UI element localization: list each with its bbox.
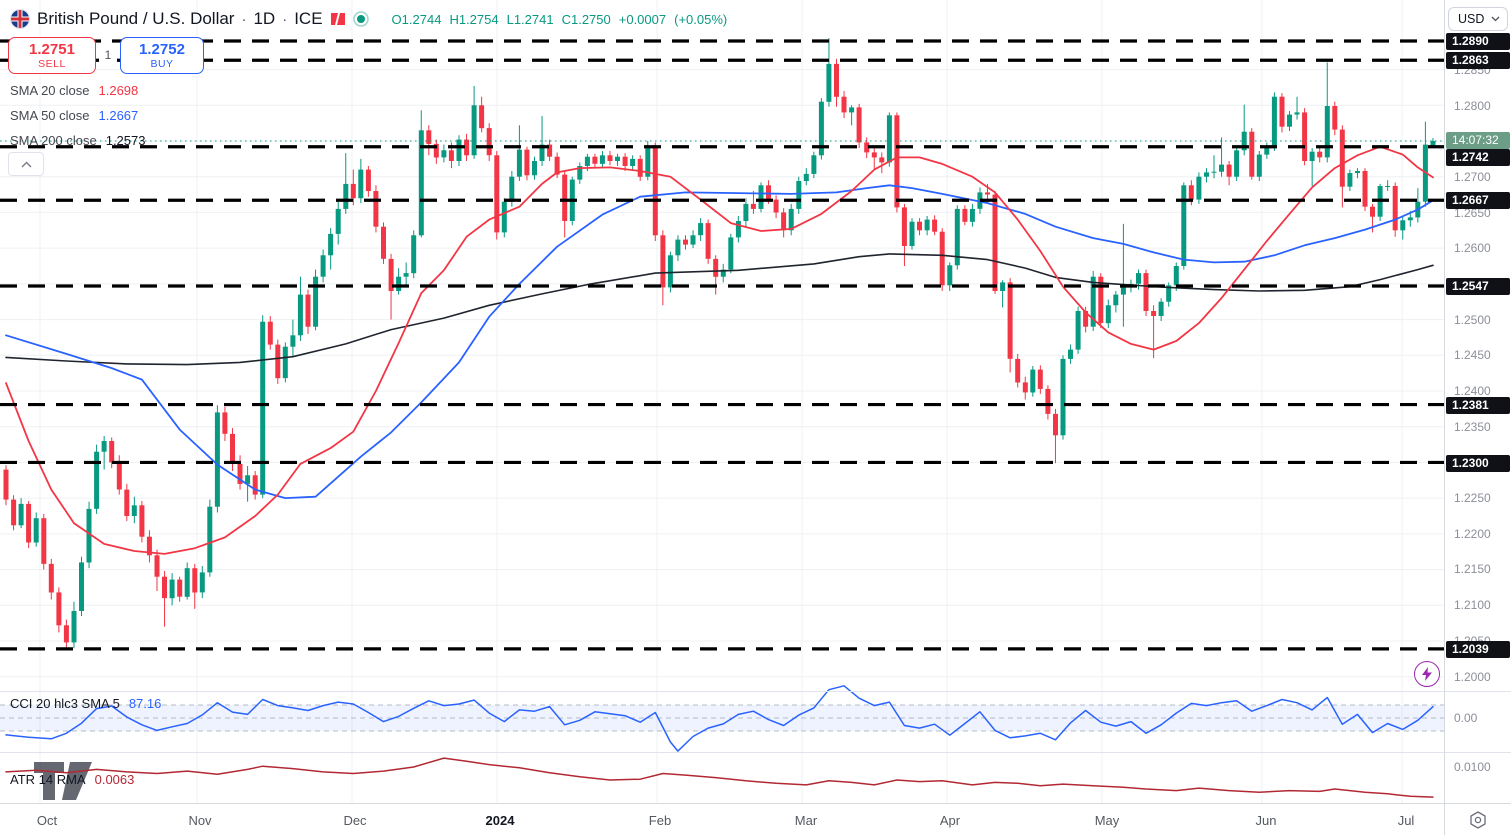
chevron-down-icon <box>1491 16 1500 22</box>
sell-price: 1.2751 <box>29 41 75 58</box>
market-open-status-icon <box>352 11 369 27</box>
chevron-up-icon <box>21 161 31 167</box>
buy-button[interactable]: 1.2752 BUY <box>120 37 204 74</box>
currency-selector[interactable]: USD <box>1448 7 1508 31</box>
main-chart-svg[interactable] <box>0 0 1444 803</box>
indicator-row-sma20[interactable]: SMA 20 close 1.2698 <box>10 82 139 98</box>
time-axis-label: May <box>1094 813 1120 828</box>
exchange-label: ICE <box>294 9 323 28</box>
price-level-label[interactable]: 1.2039 <box>1446 641 1510 658</box>
price-tick-label: 1.2350 <box>1454 420 1491 434</box>
buy-price: 1.2752 <box>139 41 185 58</box>
price-level-label[interactable]: 1.2667 <box>1446 192 1510 209</box>
scales-settings-icon <box>1470 810 1486 829</box>
time-axis-label: Jun <box>1255 813 1277 828</box>
cci-value: 87.16 <box>128 695 162 711</box>
sma200-value: 1.2573 <box>105 132 146 148</box>
chart-area[interactable]: British Pound / U.S. Dollar · 1D · ICE O… <box>0 0 1444 803</box>
price-level-label[interactable]: 1.2890 <box>1446 33 1510 50</box>
price-tick-label: 1.2450 <box>1454 348 1491 362</box>
price-level-label[interactable]: 1.2742 <box>1446 149 1510 166</box>
symbol-title[interactable]: British Pound / U.S. Dollar <box>37 9 235 28</box>
low-value: 1.2741 <box>513 11 554 27</box>
price-tick-label: 1.2200 <box>1454 527 1491 541</box>
price-tick-label: 1.2500 <box>1454 313 1491 327</box>
time-axis-label: Apr <box>939 813 961 828</box>
gbp-flag-icon <box>10 9 30 29</box>
price-level-label[interactable]: 1.2863 <box>1446 52 1510 69</box>
price-axis[interactable]: USD 14:07:32 1.2850 1.2800 1.2700 1.2650 1.2… <box>1444 0 1511 803</box>
price-tick-label: 1.2000 <box>1454 670 1491 684</box>
ohlc-values: O1.2744 H1.2754 L1.2741 C1.2750 +0.0007 … <box>391 11 728 27</box>
price-tick-label: 1.2100 <box>1454 598 1491 612</box>
sma20-value: 1.2698 <box>98 82 139 98</box>
time-axis[interactable]: Oct Nov Dec 2024 Feb Mar Apr May Jun Jul <box>0 803 1511 835</box>
price-level-label[interactable]: 1.2547 <box>1446 278 1510 295</box>
interval-label[interactable]: 1D <box>253 9 276 28</box>
price-tick-label: 1.2600 <box>1454 241 1491 255</box>
time-axis-label: Mar <box>794 813 818 828</box>
time-axis-label: Jul <box>1397 813 1415 828</box>
bar-countdown-label: 14:07:32 <box>1446 132 1510 149</box>
ice-logo-icon <box>330 13 345 25</box>
price-tick-label: 1.2800 <box>1454 99 1491 113</box>
price-tick-label: 1.2650 <box>1454 206 1491 220</box>
time-axis-label: Nov <box>188 813 212 828</box>
atr-value: 0.0063 <box>94 771 135 787</box>
symbol-header[interactable]: British Pound / U.S. Dollar · 1D · ICE O… <box>10 7 727 31</box>
pane-separator[interactable] <box>0 691 1511 692</box>
change-value: +0.0007 <box>618 11 667 27</box>
indicator-row-cci[interactable]: CCI 20 hlc3 SMA 5 87.16 <box>10 695 162 711</box>
lightning-icon <box>1422 667 1432 681</box>
price-tick-label: 1.2700 <box>1454 170 1491 184</box>
price-tick-label: 0.0100 <box>1454 760 1491 774</box>
separator: · <box>282 10 288 28</box>
price-tick-label: 1.2400 <box>1454 384 1491 398</box>
change-percent-value: (+0.05%) <box>674 11 728 27</box>
price-level-label[interactable]: 1.2300 <box>1446 455 1510 472</box>
indicator-row-atr[interactable]: ATR 14 RMA 0.0063 <box>10 771 135 787</box>
indicator-row-sma50[interactable]: SMA 50 close 1.2667 <box>10 107 139 123</box>
high-value: 1.2754 <box>458 11 499 27</box>
time-axis-label: Oct <box>36 813 58 828</box>
time-axis-label: Dec <box>343 813 367 828</box>
pane-separator[interactable] <box>0 752 1511 753</box>
indicator-row-sma200[interactable]: SMA 200 close 1.2573 <box>10 132 146 148</box>
sell-button[interactable]: 1.2751 SELL <box>8 37 96 74</box>
price-tick-label: 1.2150 <box>1454 562 1491 576</box>
separator: · <box>241 10 247 28</box>
price-tick-label: 0.00 <box>1454 711 1478 725</box>
time-axis-label: 2024 <box>485 813 515 828</box>
axis-settings-corner[interactable] <box>1444 803 1511 835</box>
price-tick-label: 1.2250 <box>1454 491 1491 505</box>
sma50-value: 1.2667 <box>98 107 139 123</box>
time-axis-label: Feb <box>648 813 672 828</box>
close-value: 1.2750 <box>570 11 611 27</box>
collapse-legend-button[interactable] <box>8 152 44 176</box>
price-level-label[interactable]: 1.2381 <box>1446 397 1510 414</box>
quick-trade-button[interactable] <box>1414 661 1440 687</box>
spread-value: 1 <box>99 47 117 64</box>
open-value: 1.2744 <box>401 11 442 27</box>
